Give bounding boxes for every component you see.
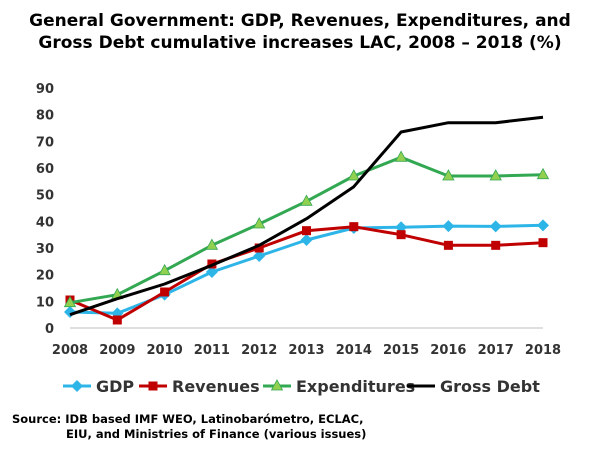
data-point — [538, 238, 548, 248]
data-point — [205, 266, 218, 278]
data-point — [300, 194, 313, 206]
chart-title: General Government: GDP, Revenues, Expen… — [0, 10, 600, 54]
data-point — [442, 169, 455, 181]
data-point — [253, 250, 266, 262]
x-tick-label: 2010 — [147, 343, 183, 358]
data-point — [205, 238, 219, 250]
data-point — [300, 234, 313, 246]
data-point — [443, 240, 453, 250]
legend-label: Gross Debt — [440, 376, 540, 396]
series-expenditures — [63, 150, 550, 308]
x-tick-label: 2017 — [478, 343, 514, 358]
y-tick-label: 70 — [36, 135, 54, 150]
legend-item-revenues: Revenues — [138, 374, 260, 398]
data-point — [158, 263, 171, 276]
y-tick-label: 50 — [36, 189, 54, 204]
data-point — [394, 150, 408, 162]
x-tick-label: 2012 — [241, 343, 277, 358]
y-tick-label: 80 — [36, 109, 54, 124]
legend-swatch — [139, 381, 167, 391]
legend-swatch — [407, 384, 435, 388]
data-point — [396, 230, 406, 240]
legend-item-expenditures: Expenditures — [262, 374, 415, 398]
data-point — [489, 220, 502, 233]
data-point — [536, 167, 550, 180]
legend: GDP Revenues Expenditures Gross Debt — [0, 374, 600, 398]
x-tick-label: 2013 — [288, 343, 324, 358]
legend-item-gdp: GDP — [62, 374, 134, 398]
y-tick-label: 20 — [36, 269, 54, 284]
data-point — [489, 169, 502, 181]
axes: 0 10 20 30 40 50 60 70 80 90 2008 2009 2010 2011 2012 2… — [36, 82, 561, 358]
data-point — [347, 169, 360, 181]
source-line-1: Source: IDB based IMF WEO, Latinobarómet… — [12, 412, 364, 426]
data-point — [160, 287, 170, 297]
y-tick-label: 10 — [36, 295, 54, 310]
legend-label: GDP — [96, 376, 135, 396]
legend-item-gross-debt: Gross Debt — [406, 374, 540, 398]
x-tick-label: 2009 — [99, 343, 135, 358]
data-point — [302, 226, 311, 236]
legend-swatch — [63, 380, 91, 392]
series-gross-debt — [69, 115, 544, 317]
x-tick-label: 2014 — [336, 343, 372, 358]
line-chart: 0 10 20 30 40 50 60 70 80 90 2008 2009 2010 2011 2012 2… — [36, 82, 561, 358]
chart-title-line-1: General Government: GDP, Revenues, Expen… — [29, 11, 571, 31]
y-tick-label: 40 — [36, 215, 54, 230]
data-point — [491, 240, 501, 250]
x-tick-label: 2018 — [525, 343, 561, 358]
y-tick-label: 60 — [36, 162, 54, 177]
legend-label: Expenditures — [296, 376, 416, 396]
data-point — [112, 315, 122, 325]
x-tick-label: 2015 — [383, 343, 419, 358]
y-tick-label: 90 — [36, 82, 54, 97]
legend-label: Revenues — [172, 376, 260, 396]
chart-title-line-2: Gross Debt cumulative increases LAC, 200… — [38, 33, 562, 53]
x-tick-label: 2016 — [430, 343, 466, 358]
y-tick-label: 30 — [36, 242, 54, 257]
source-note: Source: IDB based IMF WEO, Latinobarómet… — [12, 412, 366, 442]
source-line-2: EIU, and Ministries of Finance (various … — [66, 427, 367, 441]
series-layer — [63, 115, 550, 325]
data-point — [442, 220, 455, 233]
y-tick-label: 0 — [45, 322, 54, 337]
data-point — [537, 219, 549, 232]
legend-swatch — [263, 379, 291, 391]
data-point — [63, 295, 77, 308]
data-point — [253, 217, 266, 229]
series-line — [69, 115, 544, 317]
x-tick-label: 2011 — [194, 343, 230, 358]
data-point — [349, 222, 359, 232]
data-point — [254, 243, 264, 253]
x-tick-label: 2008 — [52, 343, 88, 358]
